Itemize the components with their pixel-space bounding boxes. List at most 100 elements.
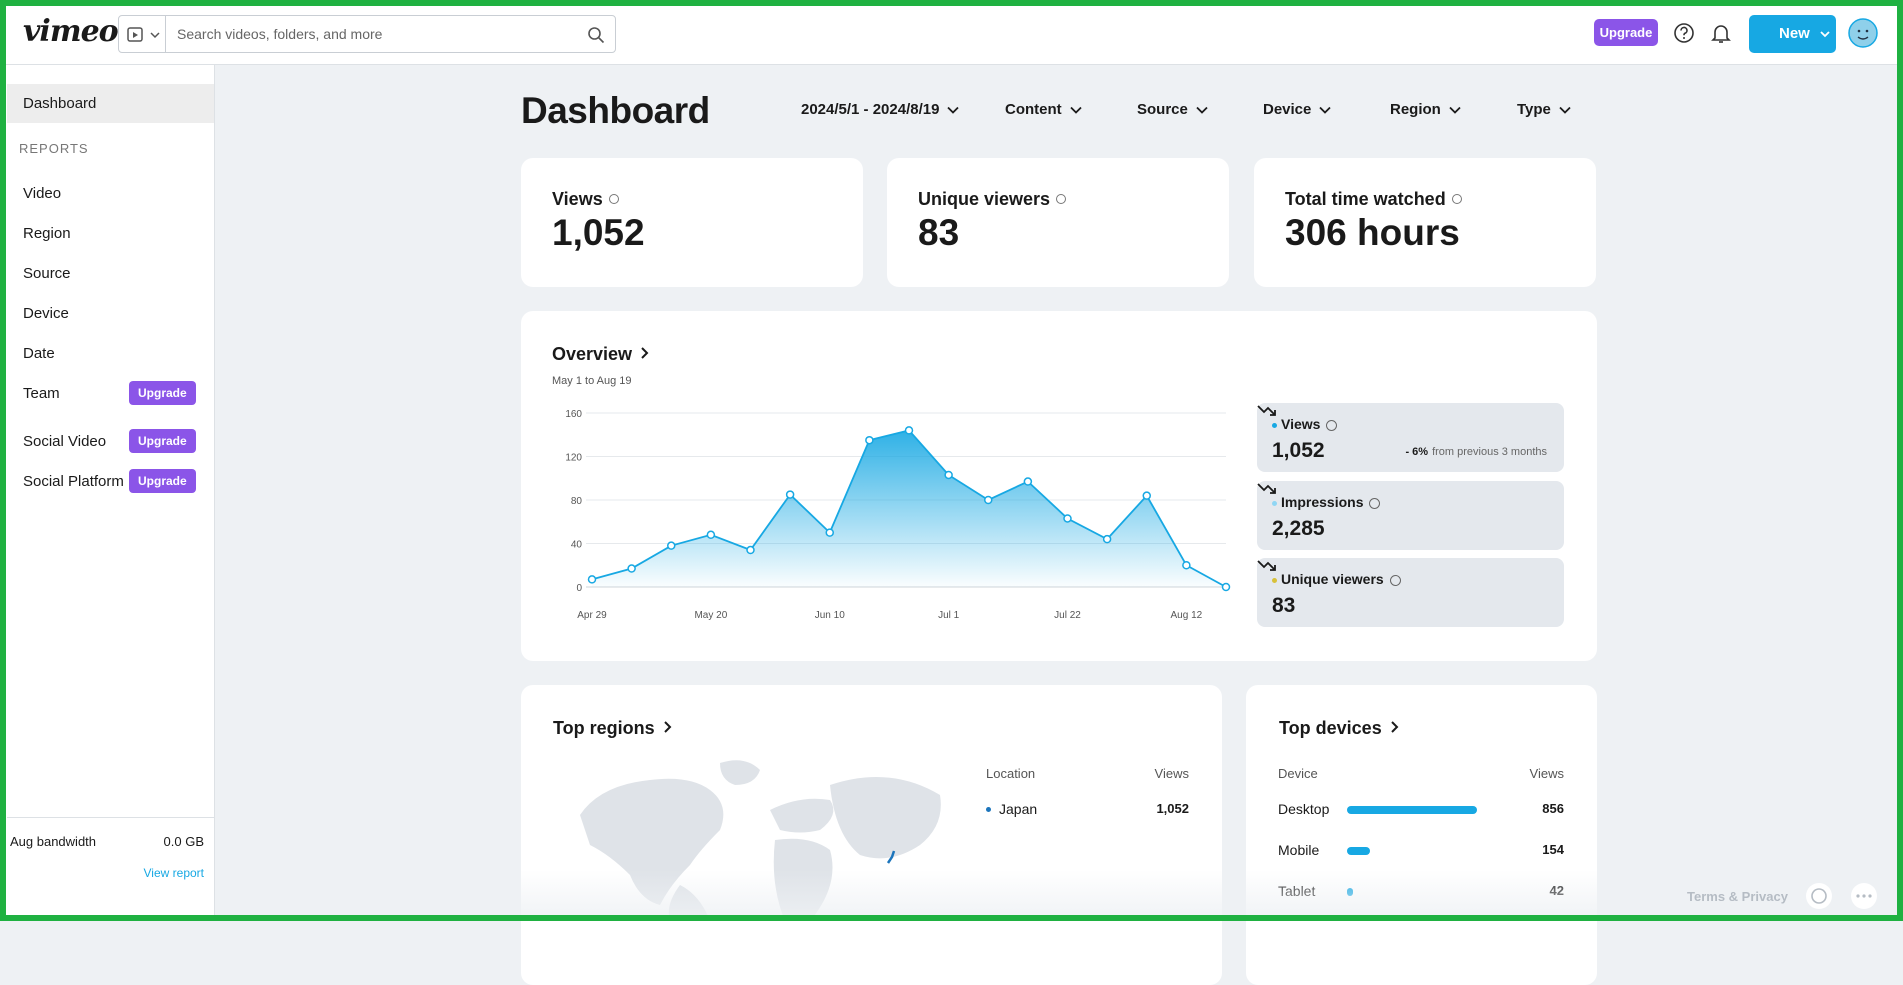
nav-dashboard[interactable]: Dashboard: [23, 95, 97, 112]
terms-link[interactable]: Terms & Privacy: [1687, 889, 1788, 904]
stat-card: [1254, 158, 1596, 287]
point: [1221, 582, 1231, 592]
help-icon[interactable]: [1673, 22, 1695, 44]
new-button[interactable]: New: [1749, 15, 1836, 53]
section-label: REPORTS: [19, 141, 89, 156]
info-icon: [1326, 419, 1338, 431]
stat-value: 306 hours: [1285, 212, 1460, 253]
divider: [165, 16, 166, 52]
notification-icon[interactable]: [1710, 22, 1732, 44]
point: [1063, 514, 1072, 523]
metric-card[interactable]: Impressions 2,285: [1257, 481, 1564, 550]
chevron: [1390, 721, 1399, 733]
point: [627, 564, 636, 573]
filter-dropdown[interactable]: 2024/5/1 - 2024/8/19: [801, 101, 960, 118]
search-placeholder: Search videos, folders, and more: [177, 26, 383, 42]
upgrade-badge[interactable]: Upgrade: [129, 381, 196, 405]
nav-item[interactable]: Source: [23, 265, 71, 282]
stat-label-text: Unique viewers: [918, 189, 1051, 209]
view-report-link[interactable]: View report: [143, 866, 204, 880]
device-views: 154: [1542, 842, 1564, 857]
point: [706, 530, 716, 540]
point: [825, 528, 834, 537]
info-circle: [1389, 574, 1401, 586]
nav-item[interactable]: Social Platform: [23, 473, 124, 490]
y-tick-label: 120: [565, 453, 582, 464]
upgrade-badge[interactable]: Upgrade: [129, 469, 196, 493]
filter-dropdown[interactable]: Source: [1137, 101, 1208, 118]
point: [1182, 561, 1191, 570]
chevron-path: [1196, 106, 1208, 114]
point: [904, 426, 914, 435]
stat-label: Unique viewers: [918, 189, 1067, 210]
region-views: 1,052: [1156, 801, 1189, 816]
column-header: Device: [1278, 766, 1318, 781]
filter-label: Content: [1005, 101, 1062, 118]
filter-label: Type: [1517, 101, 1551, 118]
chevron: [1196, 106, 1208, 114]
chevron: [1820, 31, 1830, 38]
metric-card[interactable]: Views 1,052 - 6% from previous 3 months: [1257, 403, 1564, 472]
chevron-path: [1319, 106, 1332, 114]
bar: [1347, 806, 1477, 814]
device-name: Desktop: [1278, 801, 1330, 817]
nav-item[interactable]: Social Video: [23, 433, 107, 450]
x-tick-label: May 20: [694, 610, 727, 621]
search-box[interactable]: Search videos, folders, and more: [118, 15, 616, 53]
x-tick-label: Jul 1: [938, 610, 960, 621]
overview-title[interactable]: Overview: [552, 344, 650, 365]
top-regions-title[interactable]: Top regions: [553, 718, 673, 739]
stat-value: 1,052: [552, 212, 645, 253]
logo[interactable]: vimeo: [23, 14, 119, 49]
y-tick-label: 40: [571, 540, 583, 551]
change-value: - 6%: [1405, 446, 1429, 458]
avatar[interactable]: [1848, 18, 1878, 48]
trend-path: [1257, 560, 1276, 571]
info-icon: [608, 194, 619, 204]
info-icon: [1056, 194, 1067, 204]
info-circle: [1056, 194, 1067, 204]
x-tick-label: Jul 22: [1054, 610, 1081, 621]
point: [746, 545, 755, 555]
theme-button[interactable]: [1805, 882, 1833, 910]
page-title: Dashboard: [521, 90, 710, 131]
filter-label: Device: [1263, 101, 1312, 118]
filter-dropdown[interactable]: Type: [1517, 101, 1571, 118]
chevron: [1559, 106, 1571, 114]
column-header: Views: [1529, 766, 1564, 781]
top-bar: vimeo Search videos, folders, and more U…: [0, 0, 1903, 65]
nav-item[interactable]: Team: [23, 385, 60, 402]
point: [785, 490, 795, 499]
top-devices-title[interactable]: Top devices: [1279, 718, 1400, 739]
info-circle: [1451, 194, 1462, 204]
chevron: [663, 721, 672, 733]
filter-dropdown[interactable]: Region: [1390, 101, 1461, 118]
region-dot: [986, 807, 991, 812]
more-button[interactable]: [1850, 882, 1878, 910]
stat-label: Views: [552, 189, 620, 210]
upgrade-badge[interactable]: Upgrade: [129, 429, 196, 453]
legend-dot: [1272, 577, 1277, 583]
x-tick-label: Apr 29: [577, 610, 607, 621]
point: [1102, 534, 1112, 544]
filter-dropdown[interactable]: Device: [1263, 101, 1332, 118]
chevron: [1070, 106, 1082, 114]
metric-card[interactable]: Unique viewers 83: [1257, 558, 1564, 627]
nav-item[interactable]: Video: [23, 185, 62, 202]
upgrade-button[interactable]: Upgrade: [1594, 19, 1658, 46]
change-note: from previous 3 months: [1432, 446, 1547, 458]
search-icon[interactable]: [587, 26, 605, 44]
stat-card: [887, 158, 1229, 287]
point: [587, 575, 597, 584]
nav-item[interactable]: Region: [23, 225, 71, 242]
info-circle: [1326, 419, 1338, 431]
point: [667, 541, 676, 550]
search-type-icon[interactable]: [127, 26, 163, 44]
filter-dropdown[interactable]: Content: [1005, 101, 1082, 118]
chevron: [1319, 106, 1332, 114]
nav-item[interactable]: Device: [23, 305, 69, 322]
line-chart: 0 40 80 120 160 Apr 29 May 20 Jun 10 Jul 1 Jul 22…: [565, 409, 1231, 621]
active-item-bg: [7, 84, 214, 123]
filter-label: Region: [1390, 101, 1441, 118]
nav-item[interactable]: Date: [23, 345, 55, 362]
